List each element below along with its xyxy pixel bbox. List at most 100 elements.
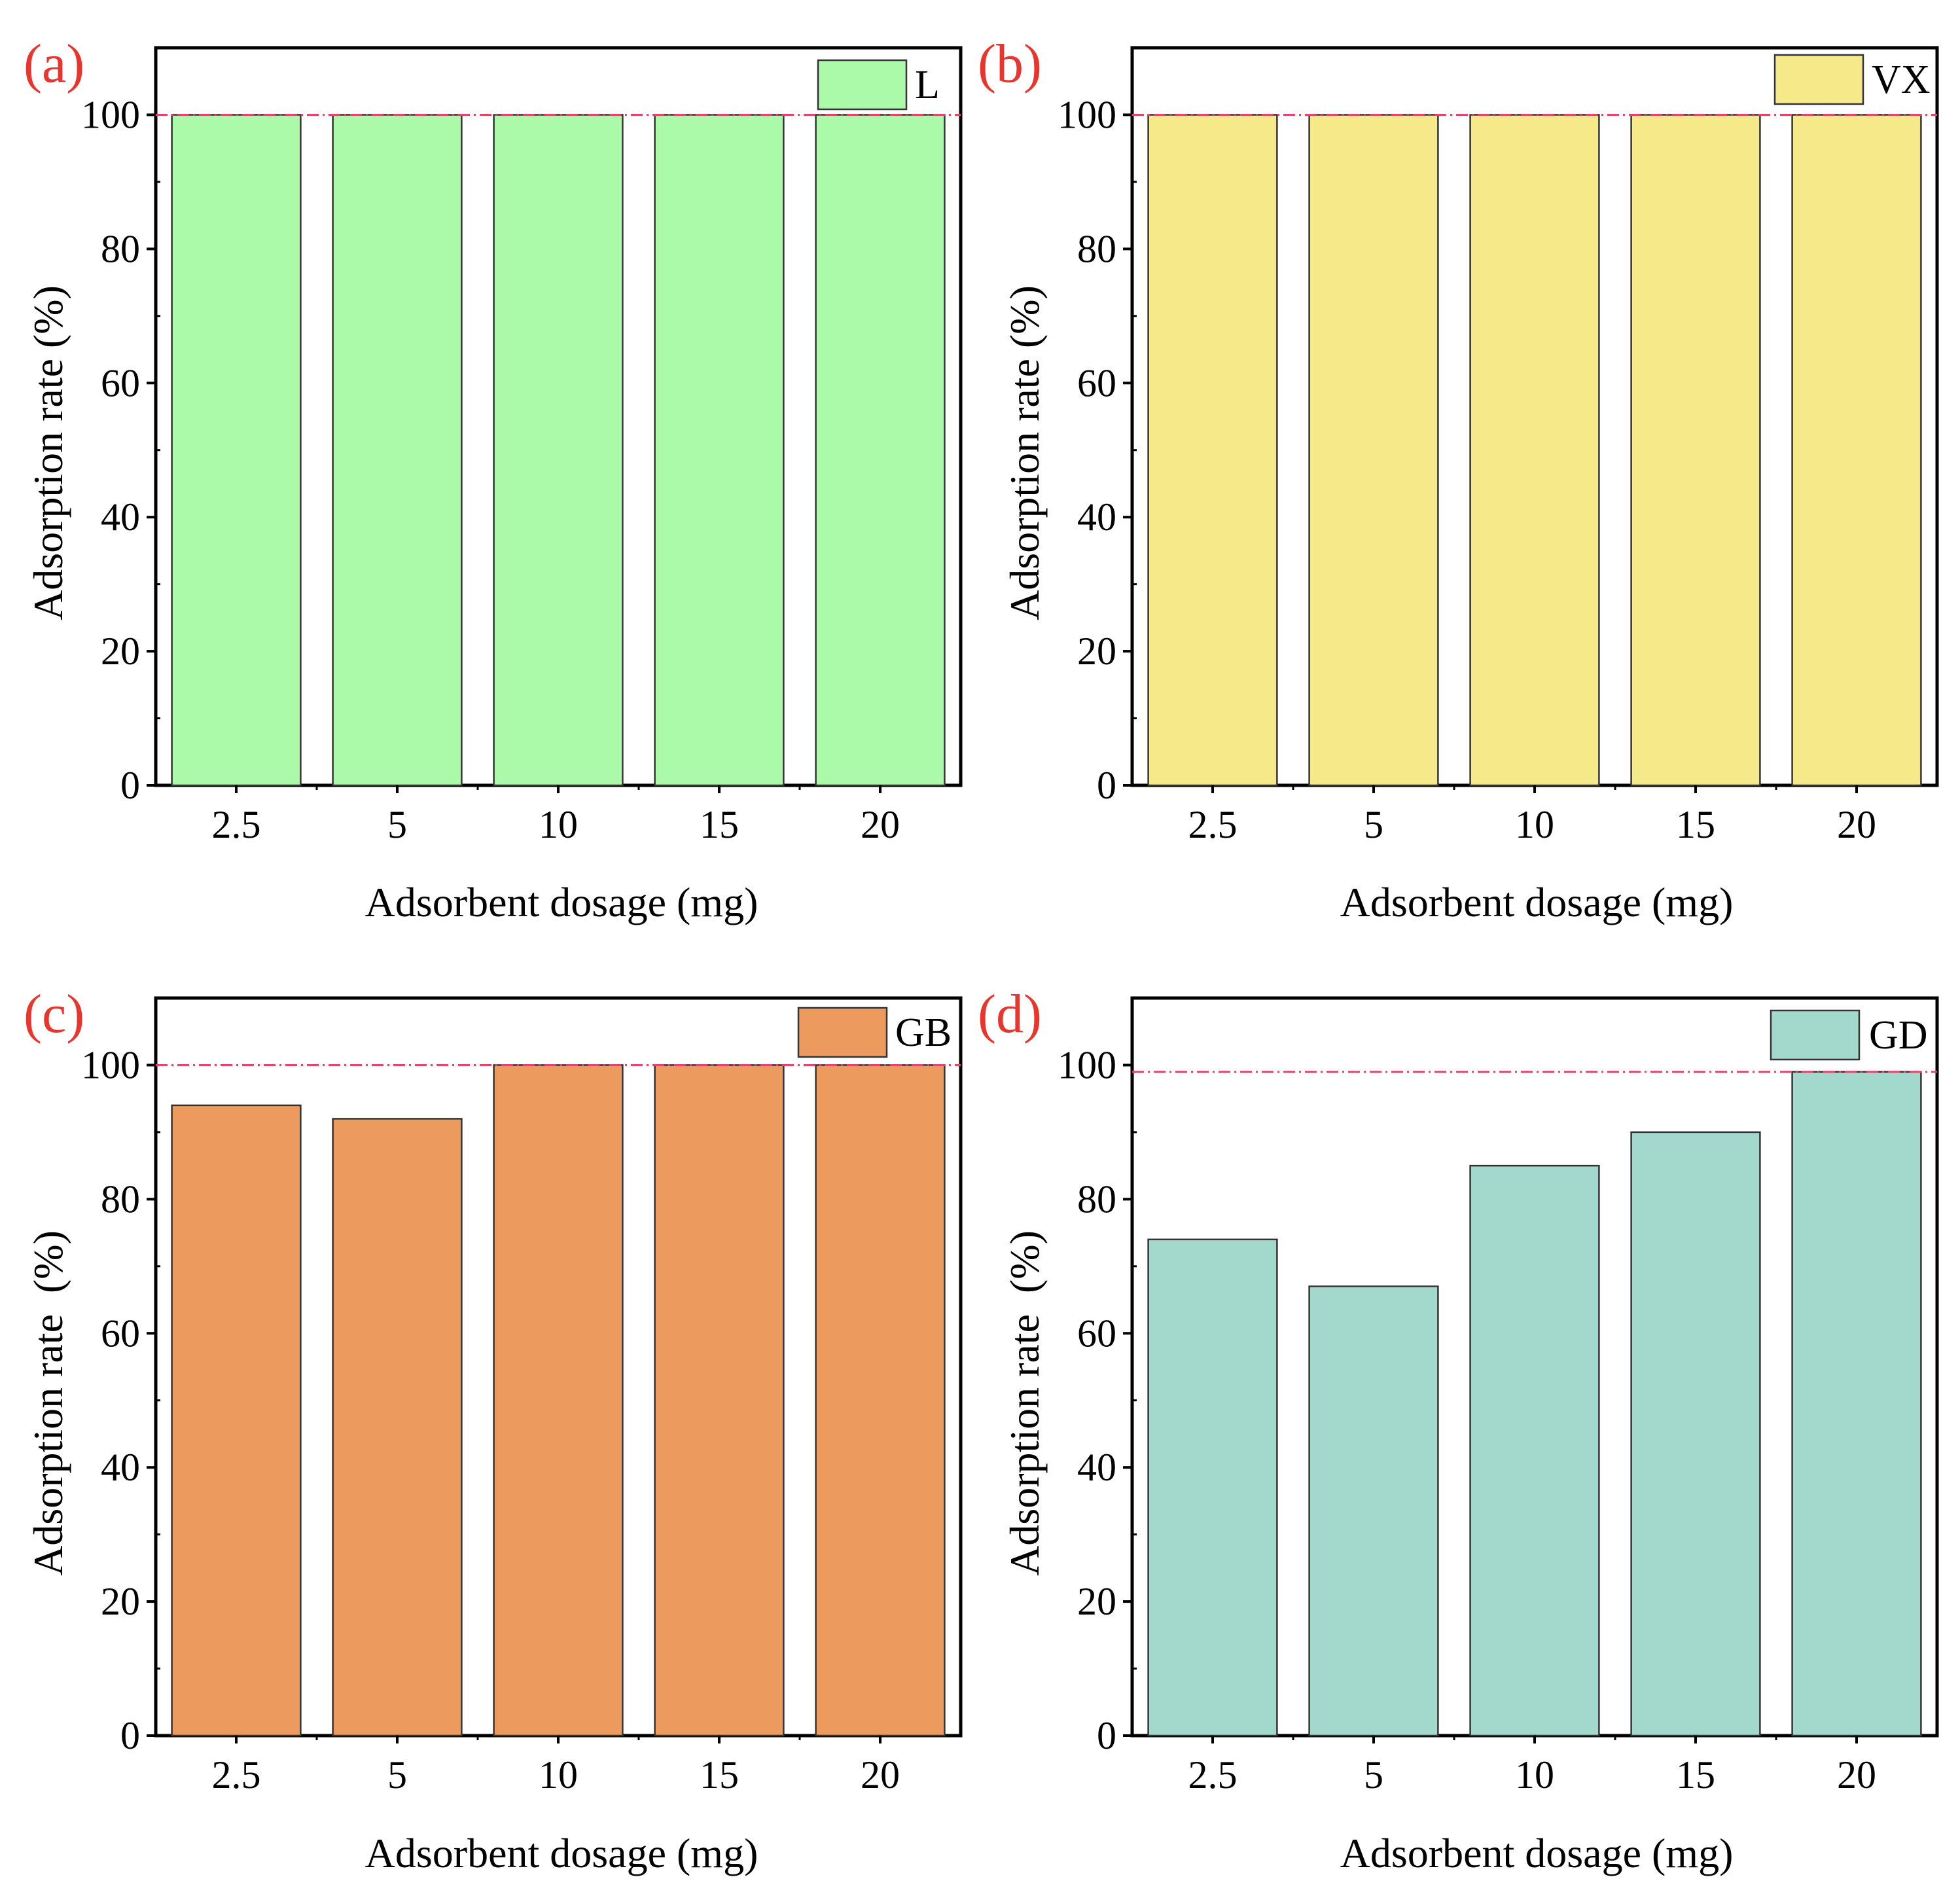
y-ticks-d: 0 20 40 60 80 100	[1058, 1043, 1137, 1757]
bar-d-2.5	[1147, 1238, 1278, 1737]
legend-b: VX	[1773, 54, 1931, 105]
panel-d: (d) 0 20 40 60 80 100 2.5 5 10 15 20 Adsorbent do…	[978, 984, 1939, 1876]
bars-b	[1147, 114, 1922, 787]
y-tick-label-b-20: 20	[1077, 630, 1116, 673]
bar-a-20	[815, 114, 946, 787]
x-tick-label-c-10: 10	[539, 1753, 578, 1796]
y-ticks-c: 0 20 40 60 80 100	[81, 1043, 160, 1757]
bar-a-2.5	[171, 114, 302, 787]
y-tick-label-c-40: 40	[101, 1446, 140, 1489]
bar-b-10	[1469, 114, 1600, 787]
legend-label-d: GD	[1869, 1013, 1928, 1058]
x-tick-label-b-15: 15	[1676, 803, 1715, 846]
bar-c-15	[654, 1064, 785, 1737]
y-tick-label-d-100: 100	[1058, 1043, 1116, 1086]
y-tick-label-d-80: 80	[1077, 1177, 1116, 1221]
panel-label-c: (c)	[24, 984, 84, 1045]
x-ticks-d: 2.5 5 10 15 20	[1188, 1736, 1876, 1796]
legend-label-c: GB	[895, 1010, 952, 1055]
x-tick-label-d-5: 5	[1364, 1753, 1383, 1796]
bar-c-20	[815, 1064, 946, 1737]
y-axis-label-a: Adsorption rate (%)	[25, 285, 71, 620]
y-axis-label-b: Adsorption rate (%)	[1001, 285, 1048, 620]
x-tick-label-c-2.5: 2.5	[212, 1753, 261, 1796]
legend-swatch-d	[1770, 1009, 1861, 1061]
x-tick-label-c-15: 15	[700, 1753, 739, 1796]
y-tick-label-b-0: 0	[1097, 764, 1116, 807]
y-tick-label-a-20: 20	[101, 630, 140, 673]
bar-d-20	[1791, 1071, 1922, 1737]
panel-label-d: (d)	[978, 984, 1042, 1045]
y-axis-label-c: Adsorption rate (%)	[25, 1230, 71, 1576]
x-ticks-a: 2.5 5 10 15 20	[212, 785, 900, 846]
y-tick-label-c-100: 100	[81, 1043, 140, 1086]
panel-a: (a) 0 20 40 60 80 100 2.5 5 10 15 20 Adsorbent do…	[24, 33, 963, 925]
panel-b: (b) 0 20 40 60 80 100 2.5 5 10 15 20 Adsorbent do…	[978, 33, 1939, 925]
legend-swatch-a	[817, 59, 908, 111]
legend-swatch-b	[1773, 54, 1864, 105]
bar-a-5	[332, 114, 463, 787]
x-tick-label-a-2.5: 2.5	[212, 803, 261, 846]
bar-a-15	[654, 114, 785, 787]
y-tick-label-b-60: 60	[1077, 361, 1116, 404]
bar-c-10	[493, 1064, 624, 1737]
x-tick-label-d-15: 15	[1676, 1753, 1715, 1796]
x-tick-label-a-10: 10	[539, 803, 578, 846]
x-axis-label-d: Adsorbent dosage (mg)	[1340, 1830, 1734, 1876]
x-tick-label-b-2.5: 2.5	[1188, 803, 1238, 846]
bar-b-15	[1630, 114, 1761, 787]
legend-swatch-c	[797, 1007, 888, 1058]
y-axis-label-d: Adsorption rate (%)	[1001, 1230, 1048, 1576]
x-tick-label-b-10: 10	[1515, 803, 1554, 846]
y-tick-label-c-20: 20	[101, 1580, 140, 1623]
y-tick-label-a-80: 80	[101, 227, 140, 270]
bar-d-5	[1308, 1285, 1439, 1737]
x-axis-label-c: Adsorbent dosage (mg)	[365, 1830, 758, 1876]
y-tick-label-d-60: 60	[1077, 1312, 1116, 1355]
bar-d-15	[1630, 1131, 1761, 1737]
bar-b-5	[1308, 114, 1439, 787]
x-tick-label-d-10: 10	[1515, 1753, 1554, 1796]
y-tick-label-a-40: 40	[101, 495, 140, 539]
bar-b-20	[1791, 114, 1922, 787]
x-tick-label-a-5: 5	[387, 803, 407, 846]
x-tick-label-b-20: 20	[1837, 803, 1876, 846]
x-tick-label-c-20: 20	[861, 1753, 900, 1796]
y-tick-label-c-0: 0	[120, 1714, 140, 1757]
x-tick-label-a-15: 15	[700, 803, 739, 846]
bars-a	[171, 114, 946, 787]
y-tick-label-c-80: 80	[101, 1177, 140, 1221]
y-tick-label-d-0: 0	[1097, 1714, 1116, 1757]
y-ticks-a: 0 20 40 60 80 100	[81, 93, 160, 807]
y-tick-label-a-0: 0	[120, 764, 140, 807]
x-tick-label-a-20: 20	[861, 803, 900, 846]
legend-label-a: L	[915, 63, 940, 107]
legend-a: L	[817, 59, 940, 111]
x-ticks-b: 2.5 5 10 15 20	[1188, 785, 1876, 846]
x-tick-label-c-5: 5	[387, 1753, 407, 1796]
panel-label-b: (b)	[978, 33, 1042, 94]
y-tick-label-a-60: 60	[101, 361, 140, 404]
x-axis-label-a: Adsorbent dosage (mg)	[365, 879, 758, 925]
bar-c-5	[332, 1118, 463, 1737]
bar-b-2.5	[1147, 114, 1278, 787]
bar-c-2.5	[171, 1104, 302, 1737]
legend-c: GB	[797, 1007, 952, 1058]
y-tick-label-b-40: 40	[1077, 495, 1116, 539]
x-axis-label-b: Adsorbent dosage (mg)	[1340, 879, 1734, 925]
y-ticks-b: 0 20 40 60 80 100	[1058, 93, 1137, 807]
bar-d-10	[1469, 1164, 1600, 1737]
x-tick-label-d-20: 20	[1837, 1753, 1876, 1796]
x-ticks-c: 2.5 5 10 15 20	[212, 1736, 900, 1796]
y-tick-label-b-80: 80	[1077, 227, 1116, 270]
y-tick-label-c-60: 60	[101, 1312, 140, 1355]
bars-d	[1147, 1071, 1922, 1737]
y-tick-label-b-100: 100	[1058, 93, 1116, 136]
legend-d: GD	[1770, 1009, 1928, 1061]
x-tick-label-b-5: 5	[1364, 803, 1383, 846]
y-tick-label-d-40: 40	[1077, 1446, 1116, 1489]
bars-c	[171, 1064, 946, 1737]
x-tick-label-d-2.5: 2.5	[1188, 1753, 1238, 1796]
panel-c: (c) 0 20 40 60 80 100 2.5 5 10 15 20 Adsorbent do…	[24, 984, 963, 1876]
